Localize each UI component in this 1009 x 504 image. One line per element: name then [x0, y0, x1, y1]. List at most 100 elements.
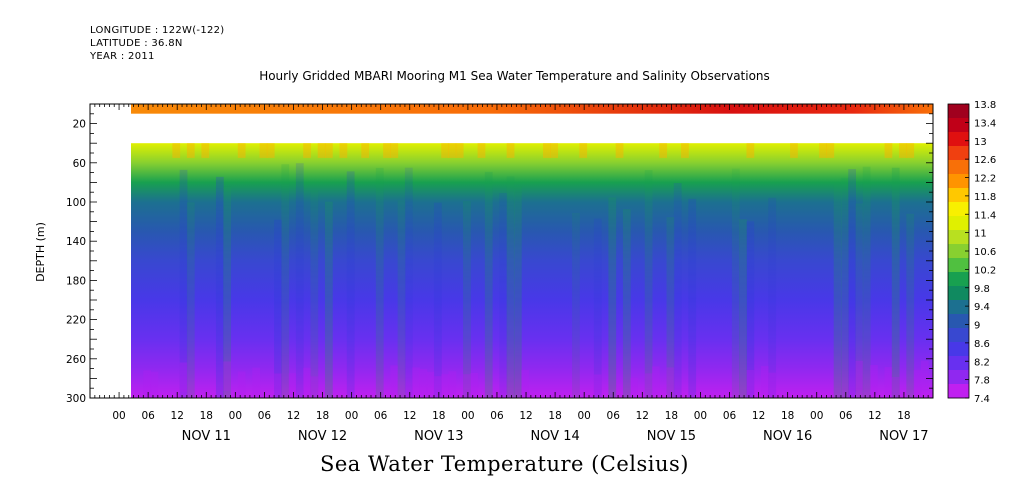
colorbar-label: 9.8 [974, 284, 990, 295]
field-texture [361, 143, 370, 158]
x-day-label: NOV 12 [298, 429, 347, 444]
chart-title: Hourly Gridded MBARI Mooring M1 Sea Wate… [259, 69, 770, 83]
temperature-field [131, 143, 933, 398]
field-texture [223, 186, 231, 398]
field-texture [433, 376, 442, 398]
field-texture [397, 200, 406, 398]
y-tick-label: 100 [66, 197, 86, 209]
field-texture [891, 167, 900, 398]
x-tick-label: 00 [229, 410, 242, 422]
x-day-label: NOV 11 [182, 429, 231, 444]
colorbar-segment [948, 342, 969, 357]
colorbar-segment [948, 202, 969, 217]
field-texture [339, 143, 348, 158]
x-tick-label: 06 [258, 410, 272, 422]
field-texture [310, 190, 319, 398]
field-texture [833, 183, 842, 398]
x-tick-label: 12 [868, 410, 881, 422]
colorbar-label: 12.6 [974, 155, 996, 166]
field-texture [295, 163, 304, 398]
field-texture [579, 143, 588, 158]
colorbar-label: 11 [974, 229, 987, 240]
field-texture [281, 164, 290, 398]
field-texture [186, 143, 195, 158]
field-texture [891, 377, 900, 398]
field-texture [790, 143, 798, 158]
longitude-label: LONGITUDE : 122W(-122) [90, 25, 225, 36]
colorbar-label: 9.4 [974, 302, 990, 313]
field-texture [237, 143, 246, 158]
field-texture [412, 367, 420, 397]
field-texture [906, 143, 915, 158]
x-tick-label: 12 [171, 410, 184, 422]
x-tick-label: 00 [112, 410, 125, 422]
field-texture [288, 373, 297, 398]
x-tick-label: 06 [607, 410, 621, 422]
colorbar-segment [948, 104, 969, 119]
field-texture [179, 362, 188, 392]
field-texture [550, 143, 559, 158]
field-texture [455, 143, 464, 158]
x-day-label: NOV 17 [879, 429, 928, 444]
colorbar-segment [948, 356, 969, 371]
field-texture [666, 217, 675, 398]
field-texture [484, 171, 493, 398]
x-tick-label: 06 [141, 410, 155, 422]
field-texture [826, 143, 835, 158]
field-texture [731, 168, 740, 398]
colorbar-segment [948, 286, 969, 301]
colorbar-segment [948, 384, 969, 399]
field-texture [274, 219, 282, 398]
colorbar-segment [948, 216, 969, 231]
colorbar-label: 13 [974, 137, 987, 148]
field-texture [761, 366, 769, 396]
field-texture [593, 374, 602, 398]
field-texture [383, 143, 391, 158]
colorbar-segment [948, 118, 969, 133]
x-tick-label: 18 [316, 410, 329, 422]
x-tick-label: 00 [461, 410, 474, 422]
colorbar-label: 10.2 [974, 265, 996, 276]
x-tick-label: 06 [839, 410, 853, 422]
colorbar-label: 8.6 [974, 339, 990, 350]
field-texture [768, 197, 777, 398]
colorbar-segment [948, 188, 969, 203]
field-texture [884, 367, 893, 397]
colorbar-title: Sea Water Temperature (Celsius) [319, 452, 689, 476]
field-texture [186, 202, 195, 398]
y-tick-label: 260 [66, 354, 86, 366]
x-tick-label: 06 [374, 410, 388, 422]
field-texture [513, 186, 522, 398]
field-texture [630, 377, 638, 398]
field-texture [223, 361, 231, 391]
colorbar-label: 10.6 [974, 247, 996, 258]
field-texture [470, 372, 479, 398]
field-texture [652, 366, 660, 396]
field-texture [862, 166, 871, 398]
field-texture [441, 143, 450, 158]
colorbar-segment [948, 314, 969, 329]
field-texture [906, 213, 915, 398]
field-texture [913, 370, 922, 398]
x-tick-label: 00 [577, 410, 590, 422]
colorbar-segment [948, 272, 969, 287]
colorbar-label: 13.8 [974, 100, 996, 111]
field-texture [608, 197, 617, 398]
x-tick-label: 12 [287, 410, 300, 422]
field-texture [150, 371, 159, 398]
colorbar-label: 9 [974, 321, 980, 332]
colorbar-segment [948, 132, 969, 147]
colorbar-segment [948, 258, 969, 273]
x-day-label: NOV 15 [647, 429, 696, 444]
field-texture [266, 143, 275, 158]
field-texture [463, 201, 471, 398]
field-texture [506, 176, 515, 398]
field-texture [324, 143, 333, 158]
x-tick-label: 18 [781, 410, 794, 422]
field-texture [172, 143, 181, 158]
field-texture [463, 374, 471, 398]
field-texture [324, 201, 333, 398]
x-tick-label: 06 [490, 410, 504, 422]
field-texture [746, 221, 755, 398]
x-tick-label: 12 [403, 410, 416, 422]
